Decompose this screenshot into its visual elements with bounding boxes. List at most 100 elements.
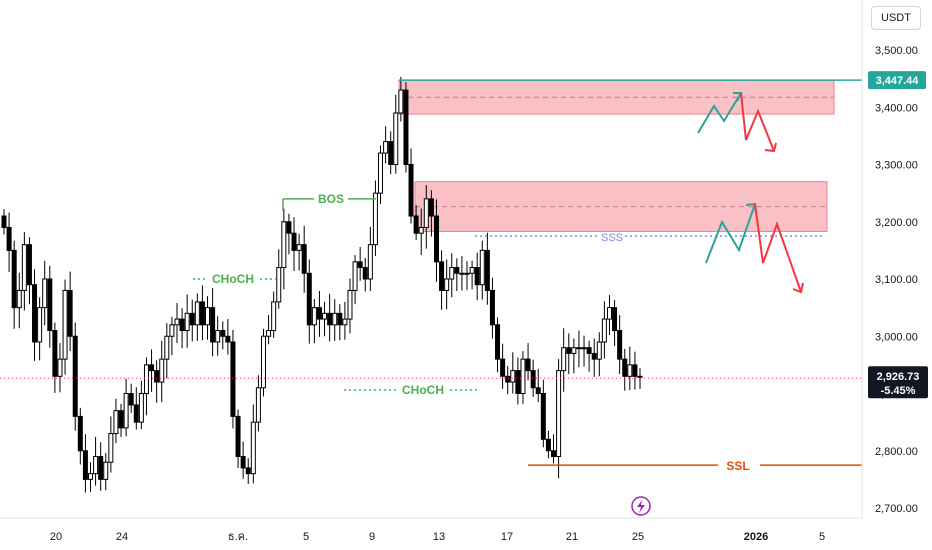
candle-body — [439, 261, 445, 291]
candle-body — [1, 215, 7, 228]
annotations: BOS CHoCH CHoCH SSS SSL — [0, 79, 870, 516]
candle-body — [164, 335, 170, 360]
high-price-value: 3,447.44 — [876, 75, 920, 87]
candle-body — [612, 307, 618, 332]
candle-body — [235, 415, 241, 457]
candle-body — [423, 198, 429, 228]
lightning-icon-bolt — [637, 500, 645, 513]
candle-body — [57, 358, 63, 377]
lightning-icon[interactable] — [631, 496, 651, 516]
candle-body — [601, 318, 607, 343]
price-change-value: -5.45% — [881, 385, 916, 397]
candle-body — [586, 347, 592, 354]
candle-body — [505, 375, 511, 383]
currency-label[interactable]: USDT — [871, 6, 921, 30]
candle-body — [428, 198, 434, 217]
candle-body — [296, 244, 302, 251]
candle-body — [337, 312, 343, 326]
candle-body — [627, 364, 633, 377]
candle-body — [199, 301, 205, 326]
candle-body — [301, 244, 307, 274]
candle-body — [47, 278, 53, 332]
candle-body — [21, 244, 27, 291]
candle-body — [11, 249, 17, 309]
candle-body — [561, 347, 567, 372]
candle-body — [276, 267, 282, 303]
x-tick-label: 2026 — [744, 531, 768, 543]
arrow-down-upper — [764, 142, 777, 153]
x-tick-label: 5 — [819, 531, 825, 543]
candle-body — [250, 421, 256, 475]
candle-body — [291, 232, 297, 251]
candle-body — [357, 261, 363, 269]
candle-body — [398, 89, 404, 114]
y-tick-label: 2,700.00 — [875, 503, 918, 515]
candle-body — [347, 289, 353, 320]
candle-body — [311, 307, 317, 326]
candle-body — [154, 370, 160, 383]
candle-body — [433, 215, 439, 263]
sss-label: SSS — [601, 232, 623, 244]
candle-body — [540, 393, 546, 440]
candle-body — [637, 375, 643, 378]
supply-zones — [398, 79, 835, 232]
x-tick-label: 20 — [50, 531, 62, 543]
candle-body — [408, 164, 414, 217]
candle-body — [240, 455, 246, 469]
candle-body — [332, 312, 338, 326]
candle-body — [93, 455, 99, 475]
candle-body — [37, 307, 43, 343]
candle-body — [113, 410, 119, 435]
y-tick-label: 3,000.00 — [875, 331, 918, 343]
supply-zone-lower — [414, 181, 828, 232]
candle-body — [596, 341, 602, 360]
candle-body — [469, 267, 475, 274]
candlestick-series — [1, 76, 643, 493]
candle-body — [174, 318, 180, 326]
candle-body — [413, 215, 419, 234]
candle-body — [327, 312, 333, 326]
x-tick-label: 13 — [433, 531, 445, 543]
candle-body — [403, 89, 409, 165]
candle-body — [184, 312, 190, 332]
candle-body — [367, 244, 373, 280]
candle-body — [118, 410, 124, 429]
candle-body — [495, 324, 501, 360]
candle-body — [510, 370, 516, 383]
x-tick-label: ธ.ค. — [228, 531, 248, 543]
candle-body — [372, 192, 378, 246]
last-price-badge: 2,926.73 -5.45% — [868, 366, 928, 399]
candle-body — [581, 347, 587, 350]
candle-body — [179, 318, 185, 332]
candle-body — [210, 307, 216, 343]
candle-body — [26, 244, 32, 286]
time-axis: 20 24 ธ.ค. 5 9 13 17 21 25 2026 5 — [0, 517, 862, 543]
candle-body — [189, 312, 195, 326]
candle-body — [591, 352, 597, 360]
candle-body — [138, 393, 144, 423]
candle-body — [418, 226, 424, 234]
candle-body — [98, 455, 104, 480]
candle-body — [617, 330, 623, 360]
candle-body — [383, 141, 389, 154]
candle-body — [123, 393, 129, 429]
price-axis: 2,700.002,800.002,900.003,000.003,100.00… — [861, 0, 932, 550]
y-tick-label: 3,300.00 — [875, 160, 918, 172]
candle-body — [449, 267, 455, 280]
candle-body — [479, 249, 485, 286]
candle-body — [362, 267, 368, 280]
candle-body — [566, 347, 572, 354]
y-tick-label: 3,200.00 — [875, 217, 918, 229]
candle-body — [230, 341, 236, 417]
candle-body — [169, 324, 175, 337]
y-tick-label: 2,800.00 — [875, 446, 918, 458]
projection-down-lower — [754, 203, 802, 293]
bos-label: BOS — [318, 192, 344, 206]
y-tick-label: 3,500.00 — [875, 45, 918, 57]
candle-body — [255, 387, 261, 423]
candle-body — [556, 370, 562, 457]
candle-body — [225, 335, 231, 343]
high-price-badge-bg — [868, 71, 926, 90]
